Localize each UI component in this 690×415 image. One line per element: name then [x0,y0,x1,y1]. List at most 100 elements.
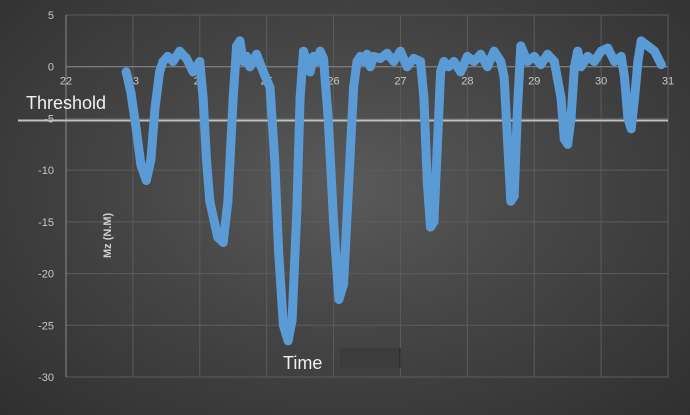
data-point [422,176,432,185]
data-point [616,51,626,61]
data-point [409,53,419,63]
data-point [208,212,218,222]
data-point [503,134,512,144]
data-point [339,279,349,289]
data-point [402,62,412,72]
data-point [365,62,375,72]
data-point [416,57,425,66]
data-point [168,57,178,66]
data-point [623,113,633,123]
data-point [449,57,459,66]
data-point [432,145,442,154]
data-point [589,57,599,66]
data-point [389,57,399,66]
data-point [155,67,165,77]
data-point [419,93,429,103]
data-point [576,62,586,72]
data-point [482,62,492,72]
data-point [573,46,583,56]
data-point [499,72,509,82]
data-point [295,93,305,103]
data-point [636,36,646,46]
data-point [643,41,653,51]
data-point [223,196,233,206]
data-point [569,62,579,72]
data-point [228,93,238,103]
y-axis-label: Mz (N.M) [102,212,114,258]
data-point [315,46,325,56]
data-point [218,238,228,247]
data-point [292,207,302,216]
data-point [556,93,566,103]
x-tick-label: 29 [528,76,540,88]
data-point [136,160,146,170]
data-point [375,53,385,63]
data-point [610,57,619,66]
data-point [603,43,613,53]
data-point [496,57,506,66]
data-point [188,67,198,77]
data-point [509,191,519,201]
data-point [349,82,359,92]
data-point [633,57,643,66]
data-point [549,57,559,66]
data-point [656,60,666,70]
data-point [287,315,297,325]
data-point [131,124,141,134]
data-point [252,49,262,59]
data-point [150,103,160,113]
data-point [429,217,439,227]
data-point [536,60,546,70]
data-point [323,113,333,123]
y-tick-label: -20 [38,269,54,281]
data-point [126,88,136,98]
x-tick-label: 27 [394,76,406,88]
data-point [523,57,532,66]
x-axis-label: Time [283,353,322,373]
y-tick-label: -5 [44,113,54,125]
data-points [121,36,666,346]
data-point [462,51,472,61]
data-point [543,49,553,59]
data-point [270,155,280,165]
y-tick-label: -30 [38,372,54,384]
data-point [489,46,499,56]
data-point [566,113,576,123]
data-point [121,67,131,77]
data-point [198,93,208,103]
y-tick-label: -10 [38,165,54,177]
x-axis-label-redaction [340,348,400,368]
data-point [469,57,479,66]
threshold-label: Threshold [26,93,106,113]
y-tick-label: 0 [48,62,54,74]
data-point [245,62,255,72]
data-point [456,67,466,77]
data-point [312,57,322,66]
x-tick-label: 28 [461,76,473,88]
data-point [329,217,339,227]
data-point [141,176,151,185]
x-tick-label: 31 [662,76,674,88]
data-point [274,248,284,258]
data-point [626,124,636,134]
data-point [359,57,369,66]
data-point [596,46,606,56]
data-point [630,93,640,103]
data-point [278,320,288,330]
data-point [476,49,486,59]
data-point [516,41,526,51]
y-tick-label: 5 [48,10,54,22]
data-point [299,46,308,56]
data-point [513,103,522,113]
data-point [146,155,156,165]
data-point [283,336,293,346]
data-point [343,186,353,196]
y-tick-label: -15 [38,217,54,229]
data-point [195,57,205,66]
data-point [583,51,593,61]
x-tick-label: 22 [60,76,72,88]
data-point [175,46,185,56]
data-point [265,82,275,92]
data-point [529,51,539,61]
